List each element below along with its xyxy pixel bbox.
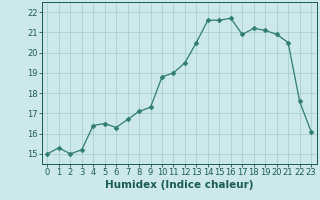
- X-axis label: Humidex (Indice chaleur): Humidex (Indice chaleur): [105, 180, 253, 190]
